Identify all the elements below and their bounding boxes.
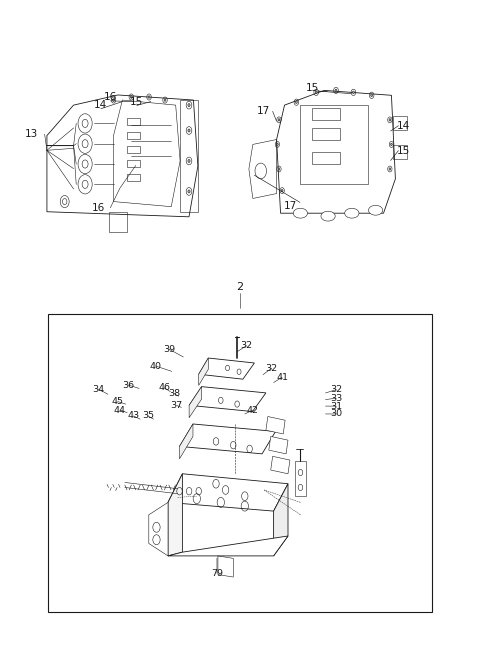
Circle shape	[335, 89, 337, 92]
Ellipse shape	[293, 208, 308, 218]
Ellipse shape	[321, 211, 335, 221]
Text: 17: 17	[284, 201, 297, 212]
Polygon shape	[168, 474, 288, 511]
Text: 45: 45	[111, 397, 124, 406]
Bar	[127, 160, 140, 167]
Polygon shape	[114, 100, 180, 207]
Text: 41: 41	[276, 373, 288, 382]
Bar	[48, 314, 432, 612]
Circle shape	[131, 96, 132, 98]
Text: 15: 15	[130, 96, 144, 107]
Circle shape	[315, 91, 317, 94]
Text: 30: 30	[330, 409, 342, 419]
Bar	[312, 128, 340, 140]
Text: 40: 40	[150, 362, 162, 371]
Circle shape	[278, 168, 280, 170]
Circle shape	[278, 119, 280, 121]
Text: 33: 33	[330, 394, 342, 403]
Text: 43: 43	[127, 411, 140, 421]
Bar	[127, 174, 140, 181]
Circle shape	[188, 159, 190, 162]
Text: 16: 16	[92, 202, 105, 213]
Text: 79: 79	[211, 569, 223, 578]
Text: 15: 15	[305, 83, 319, 94]
Text: 38: 38	[168, 389, 180, 398]
Ellipse shape	[369, 206, 383, 215]
Bar	[393, 116, 407, 130]
Polygon shape	[271, 457, 290, 474]
Text: 15: 15	[396, 145, 410, 156]
Polygon shape	[189, 386, 202, 418]
Polygon shape	[189, 386, 266, 411]
Bar	[109, 212, 127, 232]
Circle shape	[188, 129, 190, 132]
Bar	[127, 118, 140, 125]
Text: 17: 17	[256, 106, 270, 117]
Polygon shape	[168, 536, 288, 556]
Text: 46: 46	[158, 383, 170, 392]
Bar	[312, 108, 340, 120]
Polygon shape	[180, 424, 276, 454]
Ellipse shape	[345, 208, 359, 218]
Circle shape	[164, 99, 166, 102]
Text: 42: 42	[247, 405, 259, 415]
Text: 35: 35	[142, 411, 154, 421]
Polygon shape	[276, 90, 396, 214]
Circle shape	[352, 91, 354, 94]
Text: 13: 13	[24, 129, 38, 140]
Text: 37: 37	[170, 401, 183, 410]
Bar	[295, 461, 306, 496]
Text: 2: 2	[237, 282, 243, 292]
Polygon shape	[266, 417, 285, 434]
Polygon shape	[199, 358, 208, 385]
Circle shape	[371, 94, 372, 96]
Text: 36: 36	[122, 381, 135, 390]
Text: 14: 14	[94, 100, 108, 110]
Bar	[312, 152, 340, 164]
Text: 39: 39	[163, 345, 175, 354]
Circle shape	[188, 190, 190, 193]
Text: 44: 44	[114, 405, 126, 415]
Polygon shape	[274, 483, 288, 556]
Text: 14: 14	[396, 121, 410, 131]
Polygon shape	[180, 424, 193, 458]
Text: 16: 16	[104, 92, 117, 102]
Circle shape	[188, 103, 190, 107]
Polygon shape	[199, 358, 254, 379]
Polygon shape	[149, 502, 168, 556]
Circle shape	[389, 168, 391, 170]
Text: 32: 32	[330, 385, 342, 394]
Circle shape	[148, 96, 150, 98]
Bar	[127, 145, 140, 153]
Circle shape	[296, 101, 297, 103]
Polygon shape	[168, 474, 182, 556]
Bar	[127, 132, 140, 139]
Circle shape	[391, 143, 392, 145]
Text: 32: 32	[240, 341, 252, 350]
Polygon shape	[269, 436, 288, 454]
Text: 34: 34	[92, 384, 105, 394]
Polygon shape	[47, 95, 198, 217]
Bar	[393, 145, 407, 159]
Text: 32: 32	[265, 364, 278, 373]
Text: 31: 31	[330, 402, 342, 411]
Circle shape	[389, 119, 391, 121]
Circle shape	[276, 143, 278, 145]
Circle shape	[113, 99, 114, 102]
Circle shape	[281, 189, 283, 192]
Bar	[300, 105, 368, 183]
